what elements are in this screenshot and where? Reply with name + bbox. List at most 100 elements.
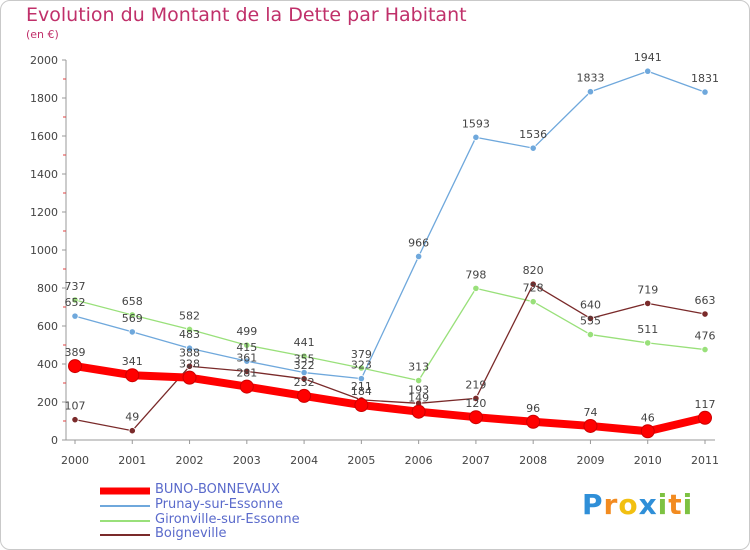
series-gironville-sur-essonne bbox=[71, 284, 709, 385]
data-point bbox=[586, 330, 595, 339]
data-label: 555 bbox=[580, 315, 601, 328]
data-label: 361 bbox=[236, 351, 257, 364]
x-tick-label: 2010 bbox=[634, 454, 662, 467]
y-tick-label: 1200 bbox=[30, 206, 58, 219]
data-label: 379 bbox=[351, 348, 372, 361]
data-point bbox=[357, 375, 365, 383]
data-label: 281 bbox=[236, 367, 257, 380]
data-label: 211 bbox=[351, 380, 372, 393]
data-point bbox=[125, 368, 140, 383]
data-point bbox=[472, 394, 480, 402]
data-label: 184 bbox=[351, 385, 372, 398]
data-point bbox=[701, 310, 709, 318]
data-label: 232 bbox=[294, 376, 315, 389]
logo-letter: i bbox=[657, 488, 669, 521]
legend-swatch bbox=[100, 505, 150, 507]
y-tick-label: 2000 bbox=[30, 54, 58, 67]
data-point bbox=[411, 404, 426, 419]
data-label: 219 bbox=[465, 378, 486, 391]
data-label: 569 bbox=[122, 312, 143, 325]
data-label: 388 bbox=[179, 346, 200, 359]
data-label: 46 bbox=[641, 411, 655, 424]
data-point bbox=[468, 410, 483, 425]
data-label: 737 bbox=[65, 280, 86, 293]
data-point bbox=[182, 370, 197, 385]
data-label: 389 bbox=[65, 346, 86, 359]
data-label: 1536 bbox=[519, 128, 547, 141]
data-label: 1941 bbox=[634, 51, 662, 64]
data-point bbox=[128, 311, 136, 319]
logo-letter: t bbox=[668, 488, 683, 521]
data-point bbox=[71, 416, 79, 424]
data-label: 49 bbox=[125, 411, 139, 424]
data-label: 966 bbox=[408, 236, 429, 249]
data-point bbox=[128, 427, 136, 435]
data-label: 117 bbox=[695, 398, 716, 411]
data-point bbox=[300, 352, 308, 360]
x-tick-label: 2011 bbox=[691, 454, 719, 467]
x-tick-label: 2001 bbox=[118, 454, 146, 467]
x-tick-label: 2000 bbox=[61, 454, 89, 467]
data-label: 1831 bbox=[691, 72, 719, 85]
data-label: 107 bbox=[65, 400, 86, 413]
data-point bbox=[529, 298, 537, 306]
data-point bbox=[71, 312, 79, 320]
data-label: 74 bbox=[583, 406, 597, 419]
legend-label: Gironville-sur-Essonne bbox=[155, 512, 300, 527]
data-point bbox=[701, 345, 709, 354]
data-label: 313 bbox=[408, 361, 429, 374]
data-label: 341 bbox=[122, 355, 143, 368]
data-point bbox=[354, 398, 369, 413]
data-point bbox=[415, 376, 423, 385]
logo-letter: o bbox=[618, 488, 639, 521]
data-label: 652 bbox=[65, 296, 86, 309]
series-buno-bonnevaux bbox=[68, 359, 712, 439]
x-tick-label: 2008 bbox=[519, 454, 547, 467]
data-label: 323 bbox=[351, 359, 372, 372]
logo-letter: i bbox=[682, 488, 694, 521]
data-point bbox=[644, 339, 652, 347]
series-line bbox=[71, 362, 709, 436]
data-label: 1833 bbox=[576, 72, 604, 85]
data-point bbox=[472, 133, 480, 141]
y-tick-label: 1800 bbox=[30, 92, 58, 105]
data-label: 798 bbox=[465, 268, 486, 281]
data-point bbox=[472, 284, 480, 292]
data-point bbox=[243, 357, 251, 365]
data-point bbox=[640, 424, 655, 439]
series-prunay-sur-essonne bbox=[71, 67, 709, 383]
line-chart: 0 200 400 600 800 1000 1200 1400 1600 1800 2000 200… bbox=[30, 51, 719, 467]
data-point bbox=[644, 299, 652, 307]
data-label: 728 bbox=[523, 282, 544, 295]
x-tick-label: 2006 bbox=[405, 454, 433, 467]
x-tick-label: 2003 bbox=[233, 454, 261, 467]
y-tick-label: 1000 bbox=[30, 244, 58, 257]
data-label: 1593 bbox=[462, 117, 490, 130]
data-label: 582 bbox=[179, 309, 200, 322]
data-label: 322 bbox=[294, 359, 315, 372]
legend-label: Boigneville bbox=[155, 526, 227, 541]
data-point bbox=[701, 88, 709, 96]
data-point bbox=[239, 379, 254, 394]
data-point bbox=[297, 388, 312, 403]
x-tick-label: 2005 bbox=[347, 454, 375, 467]
chart-subtitle: (en €) bbox=[26, 28, 59, 41]
data-point bbox=[698, 410, 712, 425]
y-tick-label: 800 bbox=[37, 282, 58, 295]
data-point bbox=[583, 418, 598, 433]
data-label: 355 bbox=[294, 353, 315, 366]
data-label: 441 bbox=[294, 336, 315, 349]
logo-letter: x bbox=[638, 488, 658, 521]
logo-letter: r bbox=[603, 488, 619, 521]
data-label: 193 bbox=[408, 383, 429, 396]
data-label: 663 bbox=[695, 294, 716, 307]
y-tick-label: 0 bbox=[51, 434, 58, 447]
data-point bbox=[128, 328, 136, 336]
x-tick-label: 2009 bbox=[576, 454, 604, 467]
data-label: 658 bbox=[122, 295, 143, 308]
data-label: 719 bbox=[637, 283, 658, 296]
x-tick-label: 2007 bbox=[462, 454, 490, 467]
legend-label: BUNO-BONNEVAUX bbox=[155, 482, 280, 497]
proxiti-logo: Proxiti bbox=[582, 488, 693, 528]
y-tick-label: 200 bbox=[37, 396, 58, 409]
